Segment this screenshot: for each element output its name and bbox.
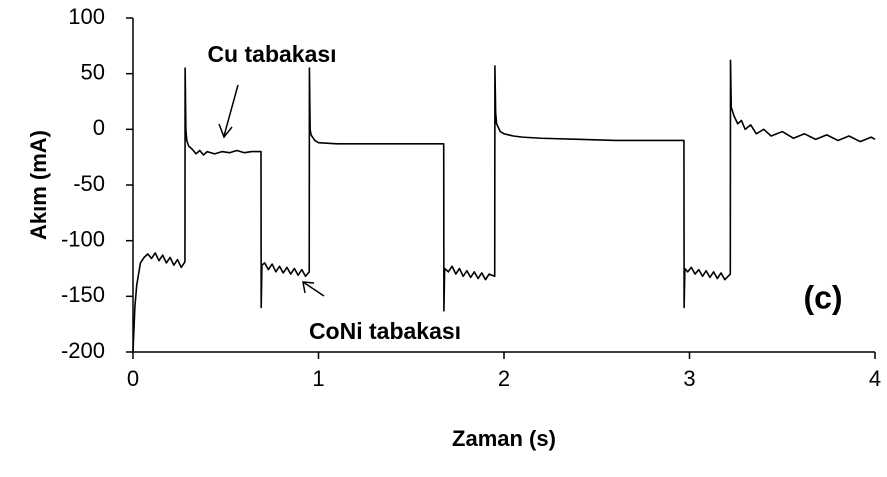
y-tick-label: -150 [61,282,105,307]
annotation: Cu tabakası [207,41,336,67]
annotation: CoNi tabakası [309,318,461,344]
x-tick-label: 4 [869,366,881,391]
arrow [302,281,325,297]
x-tick-label: 3 [683,366,695,391]
y-tick-label: -50 [73,171,105,196]
x-axis-label: Zaman (s) [452,426,556,451]
y-tick-label: -200 [61,338,105,363]
x-tick-label: 0 [127,366,139,391]
annotation: (c) [803,279,842,315]
arrow [223,84,239,137]
arrows [218,84,325,297]
arrow-head [302,281,315,294]
y-tick-label: 100 [68,4,105,29]
y-tick-label: 0 [93,115,105,140]
y-tick-label: -100 [61,226,105,251]
y-tick-label: 50 [81,59,105,84]
data-line [132,59,876,353]
x-tick-label: 2 [498,366,510,391]
x-tick-label: 1 [312,366,324,391]
y-axis-label: Akım (mA) [26,130,51,240]
arrow-head [218,123,233,139]
